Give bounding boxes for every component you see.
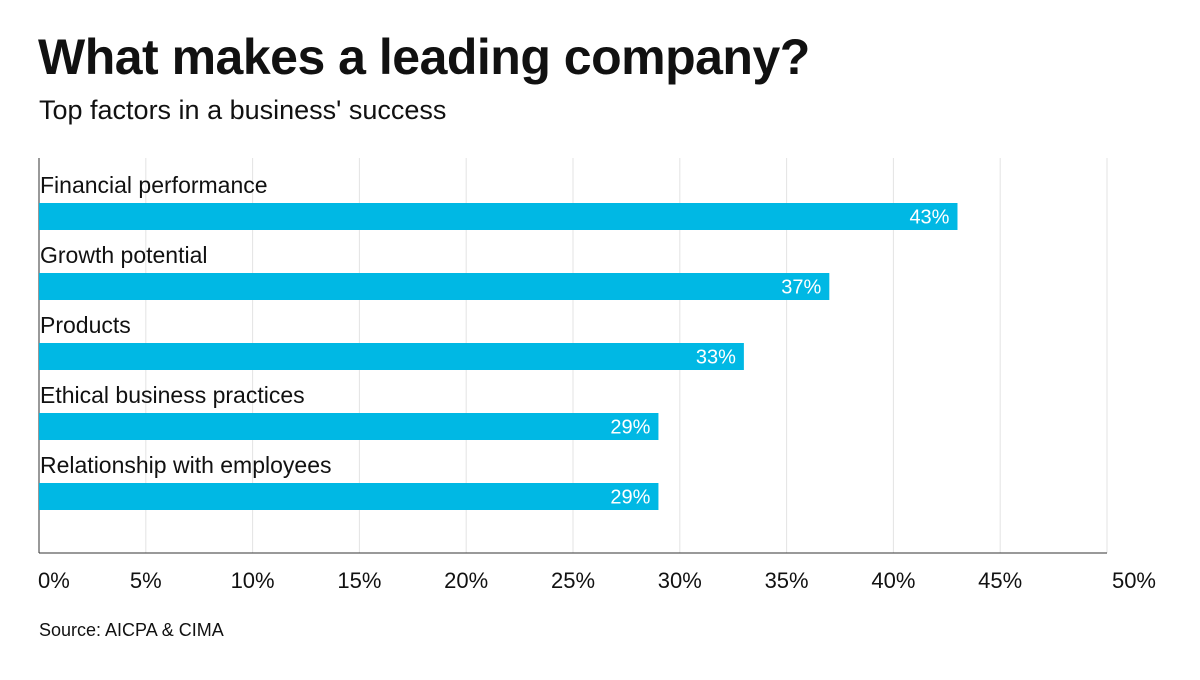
x-tick-label: 35%: [765, 568, 809, 593]
bar: [39, 203, 958, 230]
x-tick-label: 20%: [444, 568, 488, 593]
x-tick-label: 25%: [551, 568, 595, 593]
x-tick-label: 45%: [978, 568, 1022, 593]
x-tick-label: 30%: [658, 568, 702, 593]
bar-value-label: 33%: [696, 347, 736, 369]
x-tick-label: 0%: [38, 568, 70, 593]
category-label: Ethical business practices: [40, 382, 305, 408]
bar-value-label: 43%: [909, 207, 949, 229]
x-tick-label: 50%: [1112, 568, 1156, 593]
source-note: Source: AICPA & CIMA: [39, 620, 224, 640]
bar: [39, 413, 659, 440]
x-tick-label: 10%: [231, 568, 275, 593]
bar: [39, 273, 830, 300]
x-tick-label: 5%: [130, 568, 162, 593]
x-tick-label: 40%: [871, 568, 915, 593]
chart-title: What makes a leading company?: [38, 29, 810, 85]
chart-subtitle: Top factors in a business' success: [39, 95, 447, 125]
category-label: Financial performance: [40, 172, 268, 198]
bar: [39, 483, 659, 510]
category-label: Relationship with employees: [40, 452, 332, 478]
bar: [39, 343, 744, 370]
bar-value-label: 37%: [781, 277, 821, 299]
category-label: Growth potential: [40, 242, 207, 268]
x-tick-label: 15%: [337, 568, 381, 593]
bar-value-label: 29%: [610, 487, 650, 509]
category-label: Products: [40, 312, 131, 338]
bar-value-label: 29%: [610, 417, 650, 439]
